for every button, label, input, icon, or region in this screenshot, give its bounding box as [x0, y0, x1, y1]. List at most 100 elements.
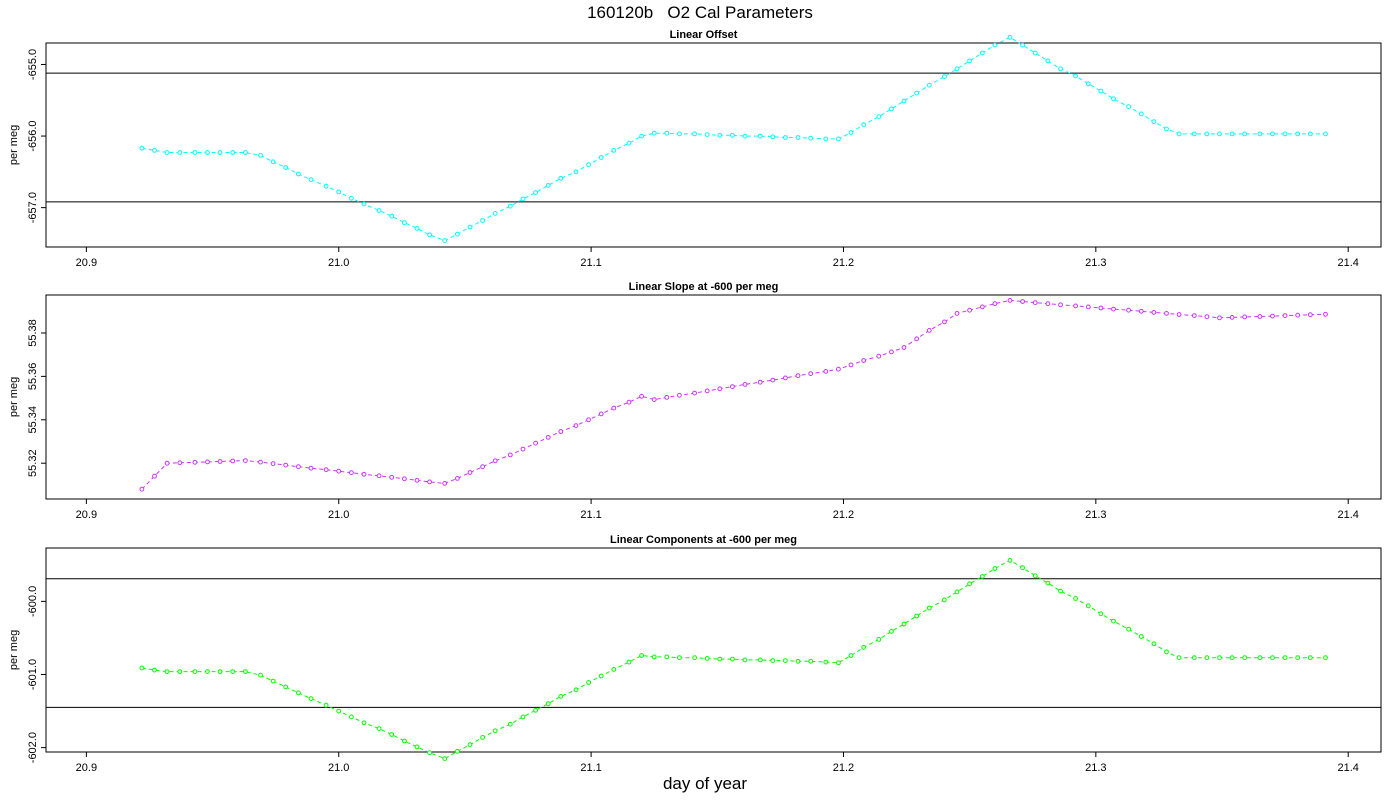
data-point: [1073, 596, 1078, 601]
data-point: [770, 377, 776, 383]
data-point: [626, 659, 632, 665]
data-point: [861, 122, 867, 127]
data-point: [848, 362, 854, 368]
data-point: [283, 684, 289, 690]
data-point: [889, 629, 894, 634]
data-point: [139, 486, 145, 492]
data-point: [717, 656, 723, 662]
main-title: 160120b O2 Cal Parameters: [587, 3, 813, 22]
panel-2: Linear Slope at -600 per meg per meg 20.9 2…: [8, 281, 1382, 521]
data-point: [1058, 588, 1063, 594]
data-point: [230, 669, 236, 674]
data-point: [651, 654, 657, 660]
x-tick-label: 21.2: [833, 257, 854, 269]
data-point: [558, 175, 564, 181]
data-point: [967, 581, 972, 587]
data-point: [1058, 302, 1063, 308]
data-point: [795, 135, 801, 140]
plot-frame: [45, 294, 1382, 500]
data-point: [164, 669, 170, 674]
data-point: [704, 132, 710, 138]
data-point: [757, 133, 763, 139]
data-point: [823, 659, 829, 665]
data-point: [243, 669, 248, 674]
data-point: [942, 597, 947, 603]
x-tick-label: 20.9: [76, 257, 97, 269]
data-point: [1045, 580, 1051, 586]
data-point: [836, 660, 841, 666]
data-point: [1164, 649, 1169, 655]
data-point: [1098, 88, 1104, 94]
data-point: [492, 728, 498, 734]
data-point: [270, 678, 276, 684]
data-point: [1138, 634, 1144, 639]
data-point: [139, 665, 145, 671]
data-point: [507, 721, 513, 727]
data-point: [639, 653, 644, 658]
series-line: [141, 299, 1326, 490]
data-point: [677, 392, 682, 398]
data-point: [742, 133, 748, 139]
data-point: [1164, 126, 1169, 132]
data-point: [704, 656, 710, 661]
data-point: [1138, 111, 1144, 117]
data-point: [389, 213, 395, 219]
data-point: [808, 371, 814, 377]
data-point: [192, 669, 198, 674]
x-tick-label: 21.1: [580, 257, 601, 269]
data-point: [664, 654, 670, 660]
x-tick-label: 21.2: [833, 509, 854, 521]
data-point: [730, 656, 735, 662]
data-point: [757, 379, 763, 385]
y-tick-label: -657.0: [27, 192, 39, 223]
data-point: [1073, 73, 1078, 79]
data-point: [455, 476, 460, 481]
data-point: [651, 130, 657, 136]
data-point: [1257, 655, 1263, 661]
data-point: [258, 153, 263, 158]
y-axis-label: per meg: [8, 377, 20, 417]
data-point: [598, 411, 604, 417]
data-point: [1257, 314, 1263, 319]
data-point: [152, 148, 157, 153]
data-point: [480, 735, 486, 740]
x-tick-label: 21.2: [833, 762, 854, 774]
data-point: [1058, 66, 1063, 72]
y-tick-label: 55.38: [27, 319, 39, 347]
data-point: [692, 655, 697, 661]
data-point: [1242, 314, 1248, 320]
data-point: [1270, 655, 1275, 661]
data-point: [586, 162, 591, 168]
data-point: [1032, 50, 1038, 56]
data-point: [1111, 96, 1116, 102]
data-point: [455, 748, 460, 754]
series-line: [141, 36, 1326, 242]
data-point: [901, 621, 907, 627]
data-point: [1229, 315, 1235, 320]
data-point: [336, 708, 342, 714]
x-tick-label: 20.9: [76, 762, 97, 774]
data-point: [308, 177, 314, 183]
data-point: [1032, 573, 1038, 579]
data-point: [1191, 655, 1197, 661]
data-point: [1007, 34, 1013, 40]
data-point: [349, 195, 354, 201]
data-point: [283, 165, 289, 170]
data-point: [979, 574, 985, 579]
data-point: [414, 226, 420, 231]
data-point: [376, 208, 382, 213]
data-point: [664, 130, 670, 136]
data-point: [1020, 299, 1025, 304]
data-point: [1126, 307, 1131, 313]
data-point: [1257, 131, 1263, 137]
data-point: [192, 150, 198, 155]
data-point: [243, 458, 248, 464]
data-point: [1151, 310, 1157, 315]
x-tick-label: 21.3: [1085, 257, 1106, 269]
data-point: [770, 134, 776, 140]
data-point: [573, 169, 579, 175]
data-point: [308, 696, 314, 701]
data-point: [954, 66, 960, 72]
data-point: [1217, 315, 1222, 321]
data-point: [402, 738, 407, 744]
